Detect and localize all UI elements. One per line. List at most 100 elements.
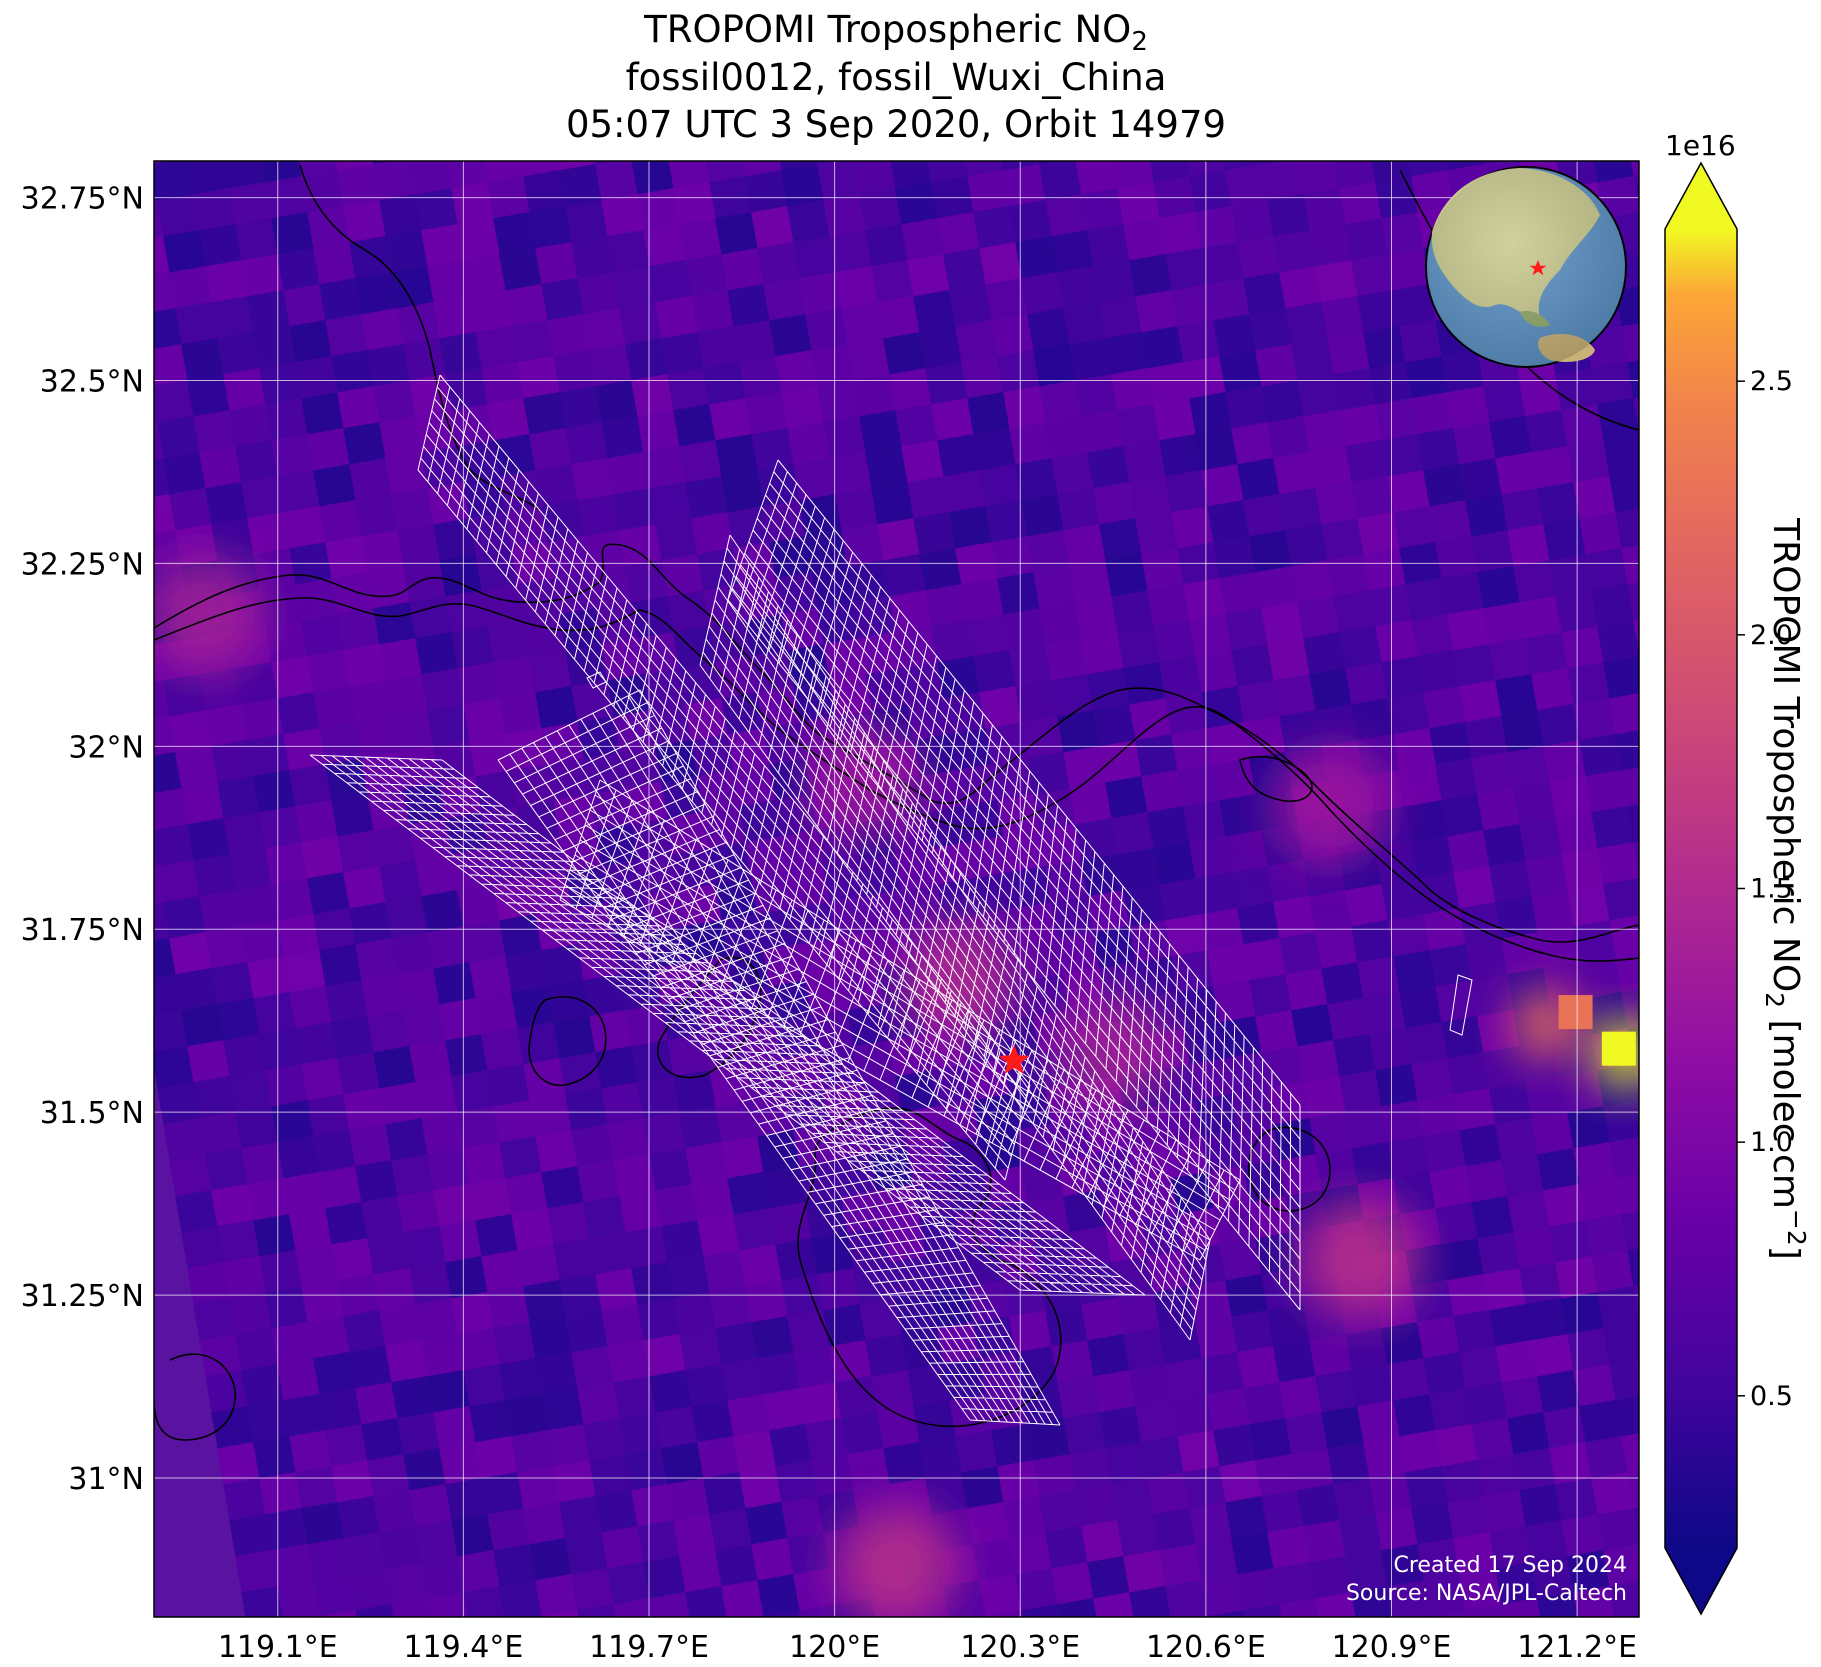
no2-pixel xyxy=(1375,619,1419,663)
no2-pixel xyxy=(1117,847,1161,891)
no2-pixel xyxy=(1183,161,1227,177)
no2-pixel xyxy=(1261,1267,1305,1311)
no2-pixel xyxy=(1627,577,1639,621)
no2-pixel xyxy=(1093,481,1137,525)
no2-pixel xyxy=(1081,187,1125,231)
no2-pixel xyxy=(1495,1561,1539,1605)
no2-pixel xyxy=(1081,631,1125,675)
no2-pixel xyxy=(451,1513,495,1557)
no2-pixel xyxy=(235,1549,279,1593)
no2-pixel xyxy=(601,1081,645,1125)
no2-pixel xyxy=(1609,1135,1639,1179)
no2-pixel xyxy=(517,161,561,177)
no2-pixel xyxy=(1531,889,1575,933)
no2-pixel xyxy=(169,265,213,309)
no2-pixel xyxy=(679,1327,723,1371)
no2-pixel xyxy=(1525,853,1569,897)
no2-pixel xyxy=(1489,1081,1533,1125)
no2-pixel xyxy=(967,1501,1011,1545)
no2-pixel xyxy=(1225,829,1269,873)
no2-pixel xyxy=(223,367,267,411)
no2-pixel xyxy=(1261,161,1305,201)
no2-pixel xyxy=(901,439,945,483)
no2-pixel xyxy=(631,595,675,639)
no2-pixel xyxy=(1135,511,1179,555)
no2-pixel xyxy=(1603,877,1639,921)
credits-source: Source: NASA/JPL-Caltech xyxy=(1346,1581,1627,1606)
no2-pixel xyxy=(1159,655,1203,699)
no2-pixel xyxy=(967,391,1011,435)
no2-pixel xyxy=(565,1309,609,1353)
no2-pixel xyxy=(1501,487,1545,531)
no2-pixel xyxy=(247,1399,291,1443)
no2-pixel xyxy=(1285,1411,1329,1455)
no2-pixel xyxy=(1447,385,1491,429)
no2-pixel xyxy=(235,883,279,927)
no2-pixel xyxy=(871,481,915,525)
no2-pixel xyxy=(319,1387,363,1431)
no2-pixel xyxy=(991,535,1035,579)
no2-pixel xyxy=(895,181,939,225)
no2-pixel xyxy=(391,709,435,753)
no2-pixel xyxy=(727,1393,771,1437)
no2-pixel xyxy=(367,161,411,165)
map-frame xyxy=(153,160,1640,1618)
no2-pixel xyxy=(733,319,777,363)
no2-pixel xyxy=(1273,895,1317,939)
no2-pixel xyxy=(373,161,417,201)
no2-pixel xyxy=(355,271,399,315)
no2-pixel xyxy=(1465,1159,1509,1203)
no2-pixel xyxy=(1507,1189,1551,1233)
no2-hotspot-pixel xyxy=(1558,995,1593,1030)
no2-pixel xyxy=(643,445,687,489)
no2-pixel xyxy=(1171,1171,1215,1215)
no2-pixel xyxy=(421,667,465,711)
no2-pixel xyxy=(1615,283,1639,327)
no2-pixel xyxy=(349,1567,393,1611)
no2-pixel xyxy=(1003,163,1047,207)
no2-pixel xyxy=(649,259,693,303)
no2-pixel xyxy=(487,1063,531,1107)
no2-pixel xyxy=(997,793,1041,837)
no2-pixel xyxy=(1423,1351,1467,1395)
no2-pixel xyxy=(1111,589,1155,633)
no2-pixel xyxy=(1459,901,1503,945)
no2-pixel xyxy=(343,1087,387,1131)
no2-pixel xyxy=(1531,1111,1575,1155)
no2-pixel xyxy=(1537,481,1581,525)
no2-pixel xyxy=(817,1267,861,1311)
no2-pixel xyxy=(1627,355,1639,399)
no2-pixel xyxy=(829,673,873,717)
no2-pixel xyxy=(1303,853,1347,897)
no2-pixel xyxy=(613,1153,657,1197)
no2-pixel xyxy=(1255,565,1299,609)
no2-pixel xyxy=(154,829,159,873)
no2-pixel xyxy=(1219,571,1263,615)
no2-pixel xyxy=(547,313,591,357)
no2-pixel xyxy=(619,1189,663,1233)
no2-pixel xyxy=(619,523,663,567)
no2-pixel xyxy=(535,1351,579,1395)
no2-pixel xyxy=(1411,169,1455,213)
no2-pixel xyxy=(505,949,549,993)
no2-pixel xyxy=(571,679,615,723)
no2-pixel xyxy=(1399,1429,1443,1473)
no2-pixel xyxy=(721,247,765,291)
no2-pixel xyxy=(1099,295,1143,339)
no2-hotspot xyxy=(836,1505,957,1617)
no2-pixel xyxy=(1429,1387,1473,1431)
no2-pixel xyxy=(1375,397,1419,441)
no2-pixel xyxy=(157,1081,201,1125)
no2-pixel xyxy=(301,1279,345,1323)
no2-pixel xyxy=(1441,1459,1485,1503)
no2-pixel xyxy=(403,116,446,159)
no2-pixel xyxy=(1561,1513,1605,1557)
no2-pixel xyxy=(397,301,441,345)
no2-pixel xyxy=(1375,1507,1419,1551)
no2-pixel xyxy=(241,919,285,963)
no2-pixel xyxy=(877,295,921,339)
no2-pixel xyxy=(325,1201,369,1245)
no2-pixel xyxy=(1537,1147,1581,1191)
no2-pixel xyxy=(241,1585,285,1617)
no2-pixel xyxy=(1477,161,1521,165)
